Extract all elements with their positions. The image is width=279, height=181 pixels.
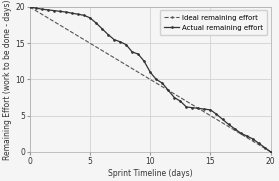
Actual remaining effort	[58, 10, 62, 12]
Actual remaining effort	[173, 96, 176, 99]
Actual remaining effort	[118, 41, 122, 43]
Actual remaining effort	[94, 22, 98, 24]
Actual remaining effort	[100, 28, 104, 30]
Actual remaining effort	[251, 138, 254, 140]
Actual remaining effort	[269, 151, 272, 153]
Actual remaining effort	[52, 10, 56, 12]
Actual remaining effort	[28, 6, 32, 8]
Actual remaining effort	[209, 109, 212, 111]
Actual remaining effort	[203, 108, 206, 110]
Actual remaining effort	[106, 33, 110, 36]
Actual remaining effort	[143, 60, 146, 62]
Actual remaining effort	[88, 17, 92, 19]
Actual remaining effort	[233, 128, 236, 130]
Actual remaining effort	[124, 44, 128, 46]
Actual remaining effort	[227, 123, 230, 125]
Actual remaining effort	[197, 107, 200, 110]
Actual remaining effort	[167, 89, 170, 91]
Actual remaining effort	[34, 7, 37, 9]
Actual remaining effort	[46, 9, 49, 11]
Y-axis label: Remaining Effort (work to be done - days): Remaining Effort (work to be done - days…	[3, 0, 13, 160]
Actual remaining effort	[215, 113, 218, 115]
Actual remaining effort	[136, 53, 140, 55]
Actual remaining effort	[82, 14, 86, 16]
Actual remaining effort	[76, 13, 80, 15]
Actual remaining effort	[245, 135, 248, 137]
Actual remaining effort	[148, 71, 152, 73]
Actual remaining effort	[185, 106, 188, 108]
Legend: Ideal remaining effort, Actual remaining effort: Ideal remaining effort, Actual remaining…	[160, 10, 267, 35]
Line: Actual remaining effort: Actual remaining effort	[28, 6, 272, 153]
Actual remaining effort	[131, 51, 134, 53]
Actual remaining effort	[221, 118, 224, 120]
Actual remaining effort	[263, 146, 266, 149]
Actual remaining effort	[70, 12, 74, 14]
Actual remaining effort	[64, 11, 68, 13]
Actual remaining effort	[112, 39, 116, 41]
Actual remaining effort	[239, 132, 242, 134]
Actual remaining effort	[161, 82, 164, 84]
X-axis label: Sprint Timeline (days): Sprint Timeline (days)	[108, 169, 193, 178]
Actual remaining effort	[191, 107, 194, 109]
Actual remaining effort	[40, 8, 44, 10]
Actual remaining effort	[257, 142, 260, 144]
Actual remaining effort	[155, 78, 158, 81]
Actual remaining effort	[179, 100, 182, 102]
